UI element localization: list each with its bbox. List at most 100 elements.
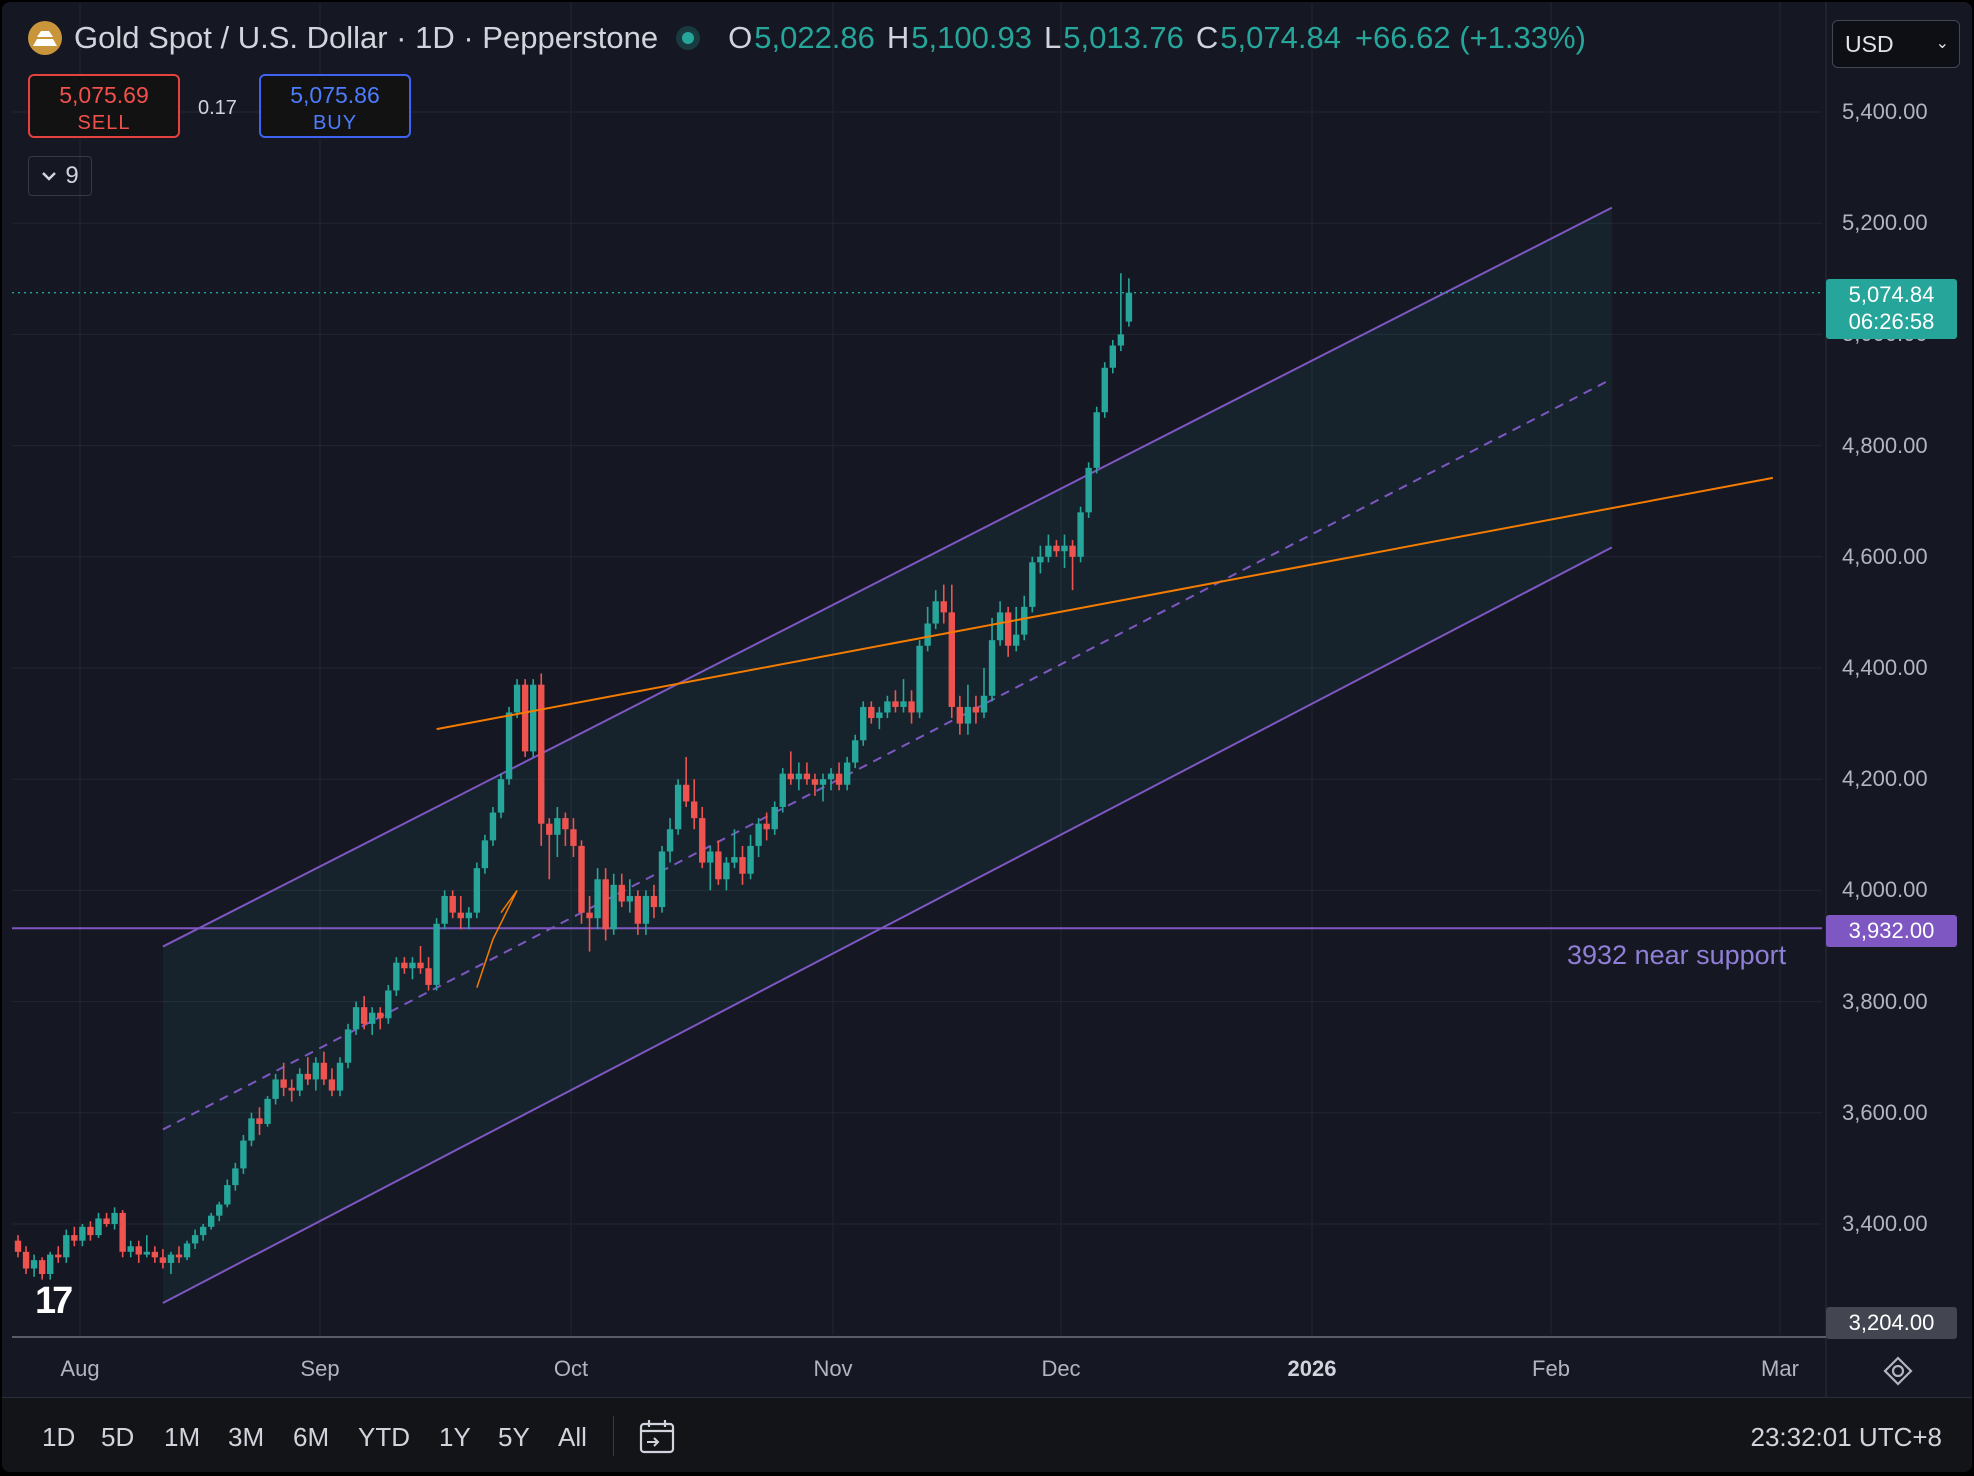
candle-body	[111, 1212, 118, 1224]
timeframe-button[interactable]: All	[558, 1422, 587, 1452]
timeframe-button[interactable]: 6M	[293, 1422, 330, 1452]
candle-body	[513, 684, 521, 713]
candle-body	[505, 712, 513, 780]
candle-body	[715, 851, 722, 880]
chevron-down-icon	[42, 172, 57, 181]
open-label: O	[728, 20, 753, 55]
timeframe-button[interactable]: 3M	[228, 1422, 265, 1452]
candle-body	[666, 829, 674, 852]
candle-body	[296, 1073, 303, 1091]
candle-body	[264, 1098, 271, 1124]
candle-body	[256, 1118, 263, 1124]
gold-logo-icon	[28, 21, 62, 55]
candle-body	[827, 773, 835, 780]
candle-body	[103, 1218, 110, 1224]
candle-body	[30, 1260, 38, 1269]
open-value: 5,022.86	[754, 20, 875, 55]
candle-body	[377, 1012, 384, 1019]
go-to-date-icon[interactable]	[638, 1418, 676, 1456]
timeframe-button[interactable]: YTD	[358, 1422, 410, 1452]
candle-body	[562, 818, 569, 830]
candle-body	[980, 695, 988, 713]
candle-body	[876, 712, 883, 719]
timeframe-button[interactable]: 1D	[42, 1422, 76, 1452]
candle-body	[691, 801, 698, 819]
candle-body	[385, 990, 392, 1019]
candle-body	[320, 1062, 328, 1080]
time-tick-label: Nov	[813, 1356, 853, 1381]
candle-body	[449, 895, 456, 913]
candle-body	[658, 851, 666, 908]
symbol-header: Gold Spot / U.S. Dollar · 1D · Peppersto…	[28, 20, 1586, 56]
last-price-tag: 5,074.84 06:26:58	[1826, 279, 1957, 339]
candle-body	[119, 1212, 126, 1252]
candle-body	[409, 962, 416, 969]
toolbar-divider	[613, 1416, 614, 1456]
sell-price: 5,075.69	[59, 82, 149, 108]
candle-body	[538, 684, 545, 824]
visible-low-tag: 3,204.00	[1826, 1307, 1957, 1339]
candle-body	[441, 895, 448, 924]
sell-button[interactable]: 5,075.69 SELL	[28, 74, 180, 138]
candle-body	[38, 1260, 46, 1275]
buy-button[interactable]: 5,075.86 BUY	[259, 74, 411, 138]
timeframe-button[interactable]: 1Y	[439, 1422, 471, 1452]
symbol-title[interactable]: Gold Spot / U.S. Dollar · 1D · Peppersto…	[74, 20, 659, 55]
price-tick-label: 4,400.00	[1842, 655, 1928, 680]
last-price-value: 5,074.84	[1848, 282, 1935, 307]
support-annotation[interactable]: 3932 near support	[1567, 940, 1787, 970]
candle-body	[852, 740, 859, 763]
candle-body	[473, 868, 481, 913]
candle-body	[916, 645, 923, 713]
flag-pattern-drawing	[476, 889, 518, 988]
candle-body	[707, 851, 714, 863]
price-tick-label: 5,200.00	[1842, 210, 1928, 236]
candle-body	[787, 773, 794, 780]
indicators-count: 9	[65, 162, 79, 189]
candle-body	[731, 857, 738, 863]
currency-select[interactable]: USD ⌄	[1832, 20, 1960, 68]
candle-body	[79, 1226, 86, 1241]
candle-body	[618, 884, 625, 902]
candle-body	[642, 895, 650, 924]
clock-timezone[interactable]: 23:32:01 UTC+8	[1750, 1422, 1942, 1452]
candle-body	[1085, 467, 1092, 513]
candle-body	[14, 1240, 22, 1252]
timeframe-button[interactable]: 5D	[101, 1422, 135, 1452]
candle-body	[771, 807, 778, 830]
candle-body	[183, 1243, 191, 1258]
candle-body	[763, 823, 770, 830]
candle-body	[216, 1204, 223, 1216]
candle-body	[972, 706, 980, 713]
candle-body	[1101, 367, 1108, 413]
candle-body	[1125, 292, 1133, 322]
change-value: +66.62 (+1.33%)	[1354, 20, 1586, 55]
candle-body	[457, 912, 464, 919]
settings-icon[interactable]	[1882, 1356, 1914, 1386]
candle-body	[747, 845, 754, 874]
candle-body	[546, 823, 553, 835]
candle-body	[868, 706, 875, 719]
candle-body	[280, 1079, 287, 1088]
bottom-toolbar: 1D 5D 1M 3M 6M YTD 1Y 5Y All 23:32:01 UTC+8	[2, 1397, 1972, 1472]
candle-body	[835, 773, 843, 785]
candle-body	[481, 840, 489, 869]
candle-body	[1029, 562, 1036, 607]
candle-body	[996, 612, 1004, 641]
candle-body	[1069, 545, 1076, 557]
price-tick-label: 4,000.00	[1842, 877, 1928, 903]
timeframe-button[interactable]: 1M	[164, 1422, 201, 1452]
close-label: C	[1195, 20, 1219, 55]
candle-body	[328, 1079, 336, 1091]
indicators-toggle[interactable]: 9	[28, 156, 92, 196]
timeframe-button[interactable]: 5Y	[498, 1422, 530, 1452]
candle-body	[159, 1257, 167, 1263]
candle-body	[167, 1254, 175, 1263]
tradingview-logo[interactable]: 17	[35, 1280, 73, 1322]
candle-body	[312, 1062, 320, 1080]
high-value: 5,100.93	[911, 20, 1032, 55]
candle-body	[1004, 612, 1012, 646]
time-tick-label: Mar	[1761, 1356, 1799, 1381]
